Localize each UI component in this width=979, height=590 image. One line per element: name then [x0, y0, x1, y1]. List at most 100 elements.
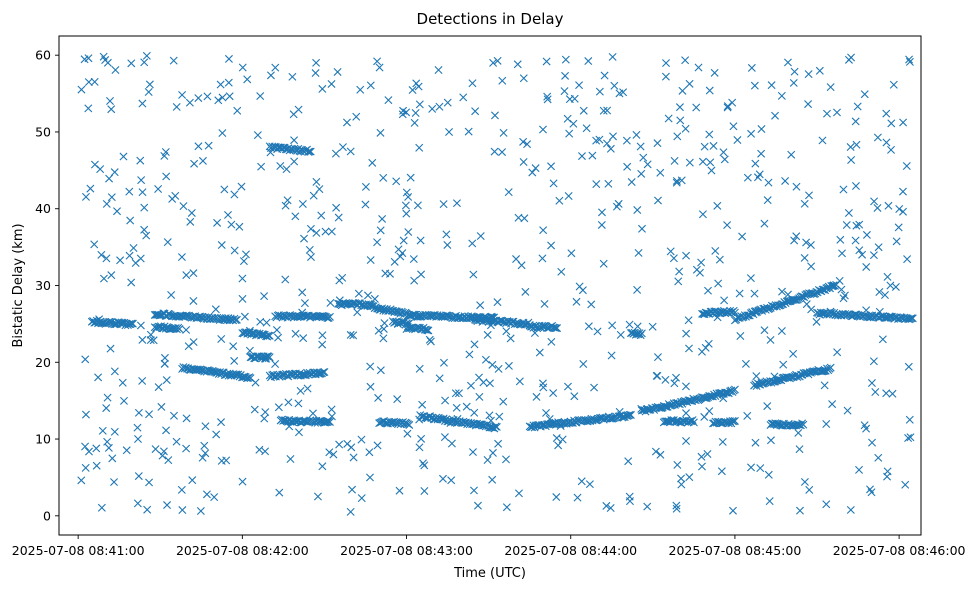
clutter-detection-marker — [633, 322, 642, 331]
clutter-detection-marker — [577, 152, 586, 161]
clutter-detection-marker — [125, 251, 134, 260]
track-detection-marker — [304, 147, 313, 156]
clutter-detection-marker — [904, 362, 913, 371]
clutter-detection-marker — [313, 492, 322, 501]
clutter-detection-marker — [399, 236, 408, 245]
clutter-detection-marker — [806, 241, 815, 250]
track-detection-marker — [314, 369, 323, 378]
clutter-detection-marker — [473, 501, 482, 510]
clutter-detection-marker — [409, 255, 418, 264]
clutter-detection-marker — [906, 433, 915, 442]
clutter-detection-marker — [842, 221, 851, 230]
clutter-detection-marker — [410, 118, 419, 127]
clutter-detection-marker — [99, 52, 108, 61]
clutter-detection-marker — [325, 448, 334, 457]
clutter-detection-marker — [145, 478, 154, 487]
clutter-detection-marker — [172, 437, 181, 446]
clutter-detection-marker — [171, 191, 180, 200]
clutter-detection-marker — [590, 383, 599, 392]
clutter-detection-marker — [697, 462, 706, 471]
clutter-detection-marker — [213, 218, 222, 227]
clutter-detection-marker — [670, 156, 679, 165]
clutter-detection-marker — [891, 282, 900, 291]
clutter-detection-marker — [366, 362, 375, 371]
clutter-detection-marker — [789, 78, 798, 87]
clutter-detection-marker — [844, 208, 853, 217]
clutter-detection-marker — [146, 330, 155, 339]
clutter-detection-marker — [636, 142, 645, 151]
clutter-detection-marker — [261, 447, 270, 456]
clutter-detection-marker — [747, 63, 756, 72]
clutter-detection-marker — [470, 408, 479, 417]
clutter-detection-marker — [411, 109, 420, 117]
clutter-detection-marker — [738, 232, 747, 241]
clutter-detection-marker — [765, 497, 774, 506]
clutter-detection-marker — [274, 333, 283, 342]
clutter-detection-marker — [271, 63, 280, 72]
y-tick-label: 30 — [35, 278, 51, 293]
x-axis: 2025-07-08 08:41:00 2025-07-08 08:42:00 20… — [12, 535, 966, 558]
clutter-detection-marker — [602, 139, 611, 148]
clutter-detection-marker — [260, 414, 269, 423]
clutter-detection-marker — [138, 376, 147, 385]
clutter-detection-marker — [685, 473, 694, 482]
clutter-detection-marker — [661, 72, 670, 81]
clutter-detection-marker — [462, 402, 471, 411]
track-detection-marker — [424, 326, 433, 335]
clutter-detection-marker — [570, 392, 579, 401]
clutter-detection-marker — [871, 387, 880, 396]
clutter-detection-marker — [862, 262, 871, 271]
clutter-detection-marker — [514, 213, 523, 222]
clutter-detection-marker — [853, 102, 862, 111]
clutter-detection-marker — [610, 81, 619, 90]
clutter-detection-marker — [615, 407, 624, 416]
clutter-detection-marker — [106, 344, 115, 353]
clutter-detection-marker — [272, 325, 281, 334]
clutter-detection-marker — [476, 301, 485, 310]
clutter-detection-marker — [419, 459, 428, 468]
clutter-detection-marker — [888, 389, 897, 398]
clutter-detection-marker — [729, 122, 738, 131]
y-axis: 0 10 20 30 40 50 60 — [35, 48, 59, 523]
clutter-detection-marker — [203, 92, 212, 101]
track-detection-marker — [730, 416, 739, 425]
clutter-detection-marker — [298, 308, 307, 317]
clutter-detection-marker — [692, 103, 701, 112]
clutter-detection-marker — [720, 296, 729, 305]
clutter-detection-marker — [901, 480, 910, 489]
clutter-detection-marker — [519, 158, 528, 166]
clutter-detection-marker — [90, 77, 99, 86]
clutter-detection-marker — [237, 182, 246, 191]
x-tick-label: 2025-07-08 08:43:00 — [340, 543, 473, 558]
clutter-detection-marker — [406, 173, 415, 182]
clutter-detection-marker — [92, 444, 101, 453]
clutter-detection-marker — [535, 348, 544, 357]
clutter-detection-marker — [851, 236, 860, 245]
clutter-detection-marker — [764, 178, 773, 187]
clutter-detection-marker — [182, 414, 191, 423]
clutter-detection-marker — [255, 445, 264, 454]
clutter-detection-marker — [905, 415, 914, 424]
clutter-detection-marker — [656, 450, 665, 459]
clutter-detection-marker — [633, 285, 642, 294]
clutter-detection-marker — [318, 84, 327, 93]
clutter-detection-marker — [305, 245, 314, 254]
clutter-detection-marker — [561, 55, 570, 64]
clutter-detection-marker — [225, 92, 234, 101]
clutter-detection-marker — [435, 374, 444, 383]
clutter-detection-marker — [608, 321, 617, 330]
clutter-detection-marker — [684, 344, 693, 353]
clutter-detection-marker — [607, 351, 616, 360]
clutter-detection-marker — [572, 297, 581, 306]
clutter-detection-marker — [281, 275, 290, 284]
clutter-detection-marker — [274, 403, 283, 412]
clutter-detection-marker — [717, 467, 726, 476]
clutter-detection-marker — [751, 438, 760, 447]
track-detection-marker — [907, 314, 916, 323]
clutter-detection-marker — [873, 133, 882, 142]
clutter-detection-marker — [832, 108, 841, 117]
clutter-detection-marker — [184, 342, 193, 351]
clutter-detection-marker — [838, 249, 847, 258]
